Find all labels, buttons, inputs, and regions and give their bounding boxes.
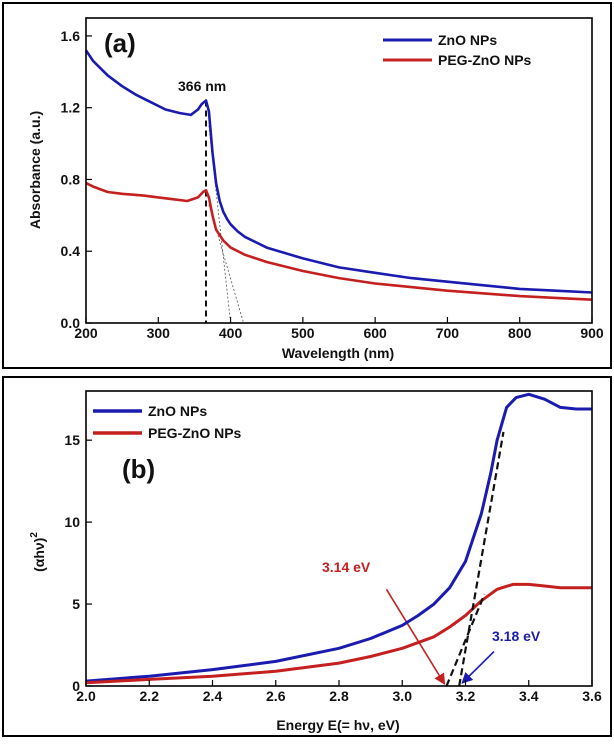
x-tick-label-3: 500 (291, 325, 315, 341)
legend-label-zno: ZnO NPs (438, 32, 497, 48)
tangent-line-peg (445, 593, 486, 687)
x-tick-label-5: 3.0 (393, 688, 413, 704)
x-tick-label-4: 2.8 (329, 688, 349, 704)
panel-a-label: (a) (104, 28, 136, 58)
panel-a: 200 300 400 500 600 700 800 9000.00.40.81.21.6 … (2, 2, 612, 369)
series-line-1 (85, 181, 593, 301)
legend-label-zno-b: ZnO NPs (148, 403, 207, 419)
panel-b-label: (b) (122, 454, 155, 484)
y-tick-label-0: 0 (72, 678, 80, 694)
panel-b-tangent-lines (385, 588, 495, 685)
legend-label-peg: PEG-ZnO NPs (438, 52, 532, 68)
x-tick-label-7: 900 (580, 325, 604, 341)
x-tick-label-1: 2.2 (140, 688, 160, 704)
x-tick-label-6: 800 (508, 325, 532, 341)
legend-label-peg-b: PEG-ZnO NPs (148, 425, 242, 441)
panel-a-ticks: 200 300 400 500 600 700 800 900 0.0 0.4 0.8 1.2 1.6 (61, 28, 604, 341)
x-tick-label-4: 600 (363, 325, 387, 341)
x-tick-label-8: 3.6 (582, 688, 602, 704)
series-line-0 (84, 49, 593, 294)
annotation-3-18: 3.18 eV (492, 628, 541, 644)
y-tick-label-0: 0.0 (61, 315, 81, 331)
panel-a-x-label: Wavelength (nm) (282, 345, 394, 361)
x-tick-label-6: 3.2 (456, 688, 476, 704)
tangent-line-zno (458, 431, 505, 687)
y-tick-label-2: 10 (64, 514, 80, 530)
panel-b-legend: ZnO NPs PEG-ZnO NPs (93, 403, 242, 441)
y-tick-label-2: 0.8 (61, 171, 81, 187)
y-tick-label-3: 1.2 (61, 100, 81, 116)
panel-b-ticks: 2.0 2.2 2.4 2.6 2.8 3.0 3.2 3.4 3.6 0 5 10 15 (64, 432, 602, 704)
panel-b-y-label-sup: 2 (29, 532, 40, 538)
y-tick-label-3: 15 (64, 432, 80, 448)
panel-a-frame (2, 2, 612, 369)
annotation-3-14: 3.14 eV (322, 559, 371, 575)
panel-a-legend: ZnO NPs PEG-ZnO NPs (383, 32, 532, 68)
panel-a-y-label: Absorbance (a.u.) (27, 111, 43, 229)
y-tick-label-4: 1.6 (61, 28, 81, 44)
panel-b-x-label: Energy E(= hν, eV) (276, 717, 399, 733)
panel-b-series (85, 392, 592, 687)
x-tick-label-7: 3.4 (519, 688, 539, 704)
series-line-1 (85, 582, 592, 685)
panel-b-y-label: (αhν)2 (29, 532, 47, 572)
arrow-3-14 (385, 588, 446, 685)
panel-a-series (84, 49, 593, 301)
arrow-3-18 (461, 651, 495, 684)
panel-a-axes (85, 17, 593, 324)
x-tick-label-3: 2.6 (266, 688, 286, 704)
panel-b-frame (2, 376, 612, 737)
series-line-0 (85, 392, 592, 683)
x-tick-label-0: 2.0 (76, 688, 96, 704)
panel-b-y-label-base: (αhν) (31, 538, 47, 572)
panel-b: 2.0 2.2 2.4 2.6 2.8 3.0 3.2 3.4 3.6 0 5 10 15 (b) Zn… (2, 376, 612, 737)
y-tick-label-1: 5 (72, 596, 80, 612)
x-tick-label-2: 2.4 (203, 688, 223, 704)
x-tick-label-1: 300 (147, 325, 171, 341)
x-tick-label-2: 400 (219, 325, 243, 341)
y-tick-label-1: 0.4 (61, 243, 81, 259)
x-tick-label-0: 200 (74, 325, 98, 341)
peak-annotation: 366 nm (178, 78, 226, 94)
x-tick-label-5: 700 (436, 325, 460, 341)
